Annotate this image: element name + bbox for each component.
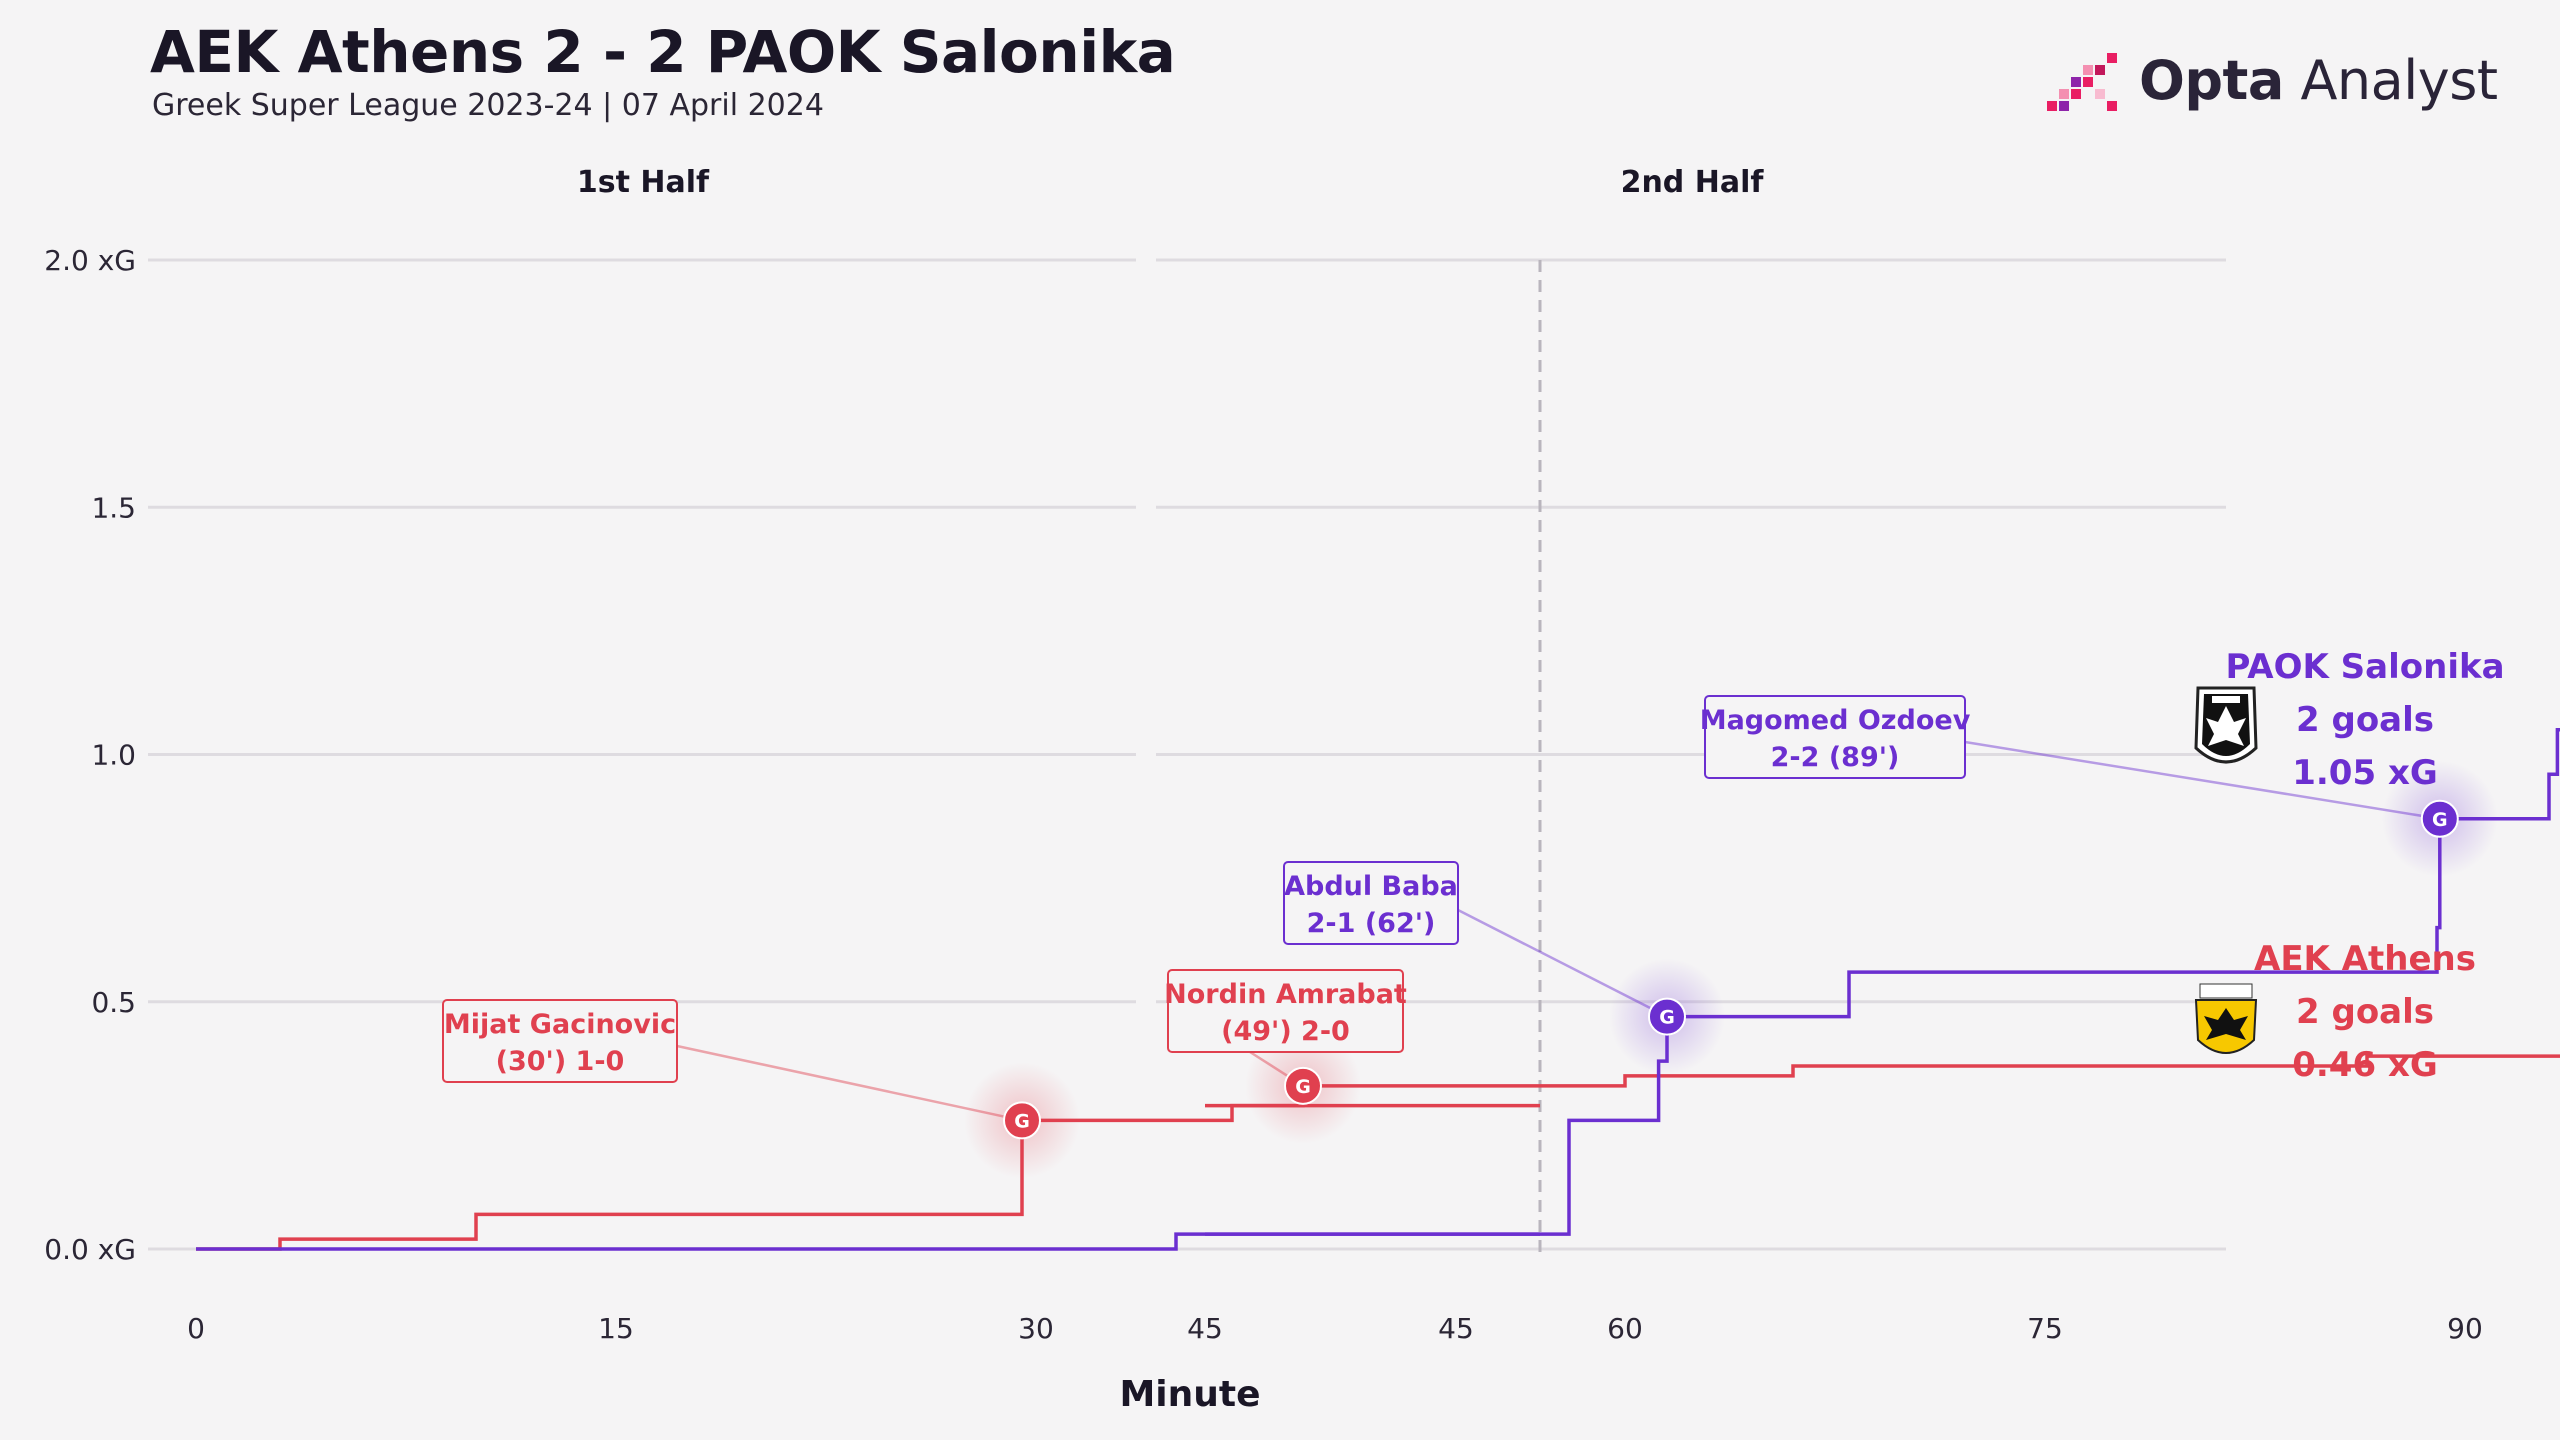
annotation-box — [1283, 861, 1459, 945]
annotation-text: 2-1 (62') — [1307, 908, 1436, 939]
series-line-paok-1st-half — [196, 1232, 1540, 1251]
annotation-leader — [1964, 740, 2440, 821]
goal-marker — [2420, 799, 2459, 838]
brand-bold: Opta — [2139, 48, 2284, 112]
half-label: 2nd Half — [1621, 165, 1765, 200]
annotation-text: Magomed Ozdoev — [1700, 705, 1971, 736]
goal-marker-label: G — [2432, 809, 2448, 831]
final-label-aek: AEK Athens — [2254, 939, 2476, 979]
x-tick-label: 30 — [1018, 1312, 1054, 1345]
chart-title: AEK Athens 2 - 2 PAOK Salonika — [150, 18, 1176, 86]
x-tick-label: 45 — [1438, 1312, 1474, 1345]
annotation-text: (30') 1-0 — [496, 1046, 625, 1077]
annotation-box — [1167, 969, 1404, 1053]
final-label-paok: PAOK Salonika — [2225, 647, 2504, 687]
goal-marker — [1648, 997, 1686, 1036]
brand-regular: Analyst — [2283, 48, 2498, 112]
chart-subtitle: Greek Super League 2023-24 | 07 April 20… — [152, 88, 824, 123]
opta-analyst-logo: Opta Analyst — [2045, 40, 2498, 120]
half-label: 1st Half — [577, 165, 710, 200]
goal-marker-label: G — [1014, 1110, 1030, 1132]
paok-crest-icon — [2194, 686, 2258, 764]
series-line-paok-2nd-half — [1205, 728, 2560, 1236]
annotation-text: Mijat Gacinovic — [444, 1009, 676, 1040]
goal-marker-label: G — [1659, 1007, 1675, 1029]
y-tick-label: 2.0 xG — [44, 244, 136, 277]
annotation-box — [442, 999, 678, 1083]
x-tick-label: 0 — [187, 1312, 205, 1345]
annotation-text: Abdul Baba — [1284, 871, 1458, 902]
final-label-aek: 0.46 xG — [2292, 1045, 2438, 1085]
y-tick-label: 1.5 — [91, 491, 136, 524]
series-line-aek-1st-half — [196, 1103, 1540, 1251]
annotation-text: (49') 2-0 — [1221, 1016, 1350, 1047]
annotation-box — [1704, 695, 1966, 779]
y-tick-label: 0.0 xG — [44, 1233, 136, 1266]
annotation-leader — [676, 1044, 1023, 1122]
aek-crest-icon — [2194, 983, 2258, 1054]
goal-marker — [1284, 1066, 1322, 1105]
y-tick-label: 0.5 — [91, 986, 136, 1019]
final-label-paok: 2 goals — [2296, 700, 2434, 740]
final-label-paok: 1.05 xG — [2292, 753, 2438, 793]
x-tick-label: 75 — [2027, 1312, 2063, 1345]
goal-marker-label: G — [1295, 1076, 1311, 1098]
x-tick-label: 60 — [1607, 1312, 1643, 1345]
goal-marker — [1003, 1101, 1041, 1140]
annotation-text: Nordin Amrabat — [1164, 979, 1407, 1010]
x-tick-label: 45 — [1187, 1312, 1223, 1345]
x-tick-label: 90 — [2447, 1312, 2483, 1345]
final-label-aek: 2 goals — [2296, 992, 2434, 1032]
annotation-leader — [1457, 908, 1668, 1018]
y-tick-label: 1.0 — [91, 739, 136, 772]
x-axis-title: Minute — [1119, 1374, 1260, 1415]
x-tick-label: 15 — [598, 1312, 634, 1345]
annotation-text: 2-2 (89') — [1771, 742, 1900, 773]
opta-logo-icon — [2047, 53, 2117, 111]
